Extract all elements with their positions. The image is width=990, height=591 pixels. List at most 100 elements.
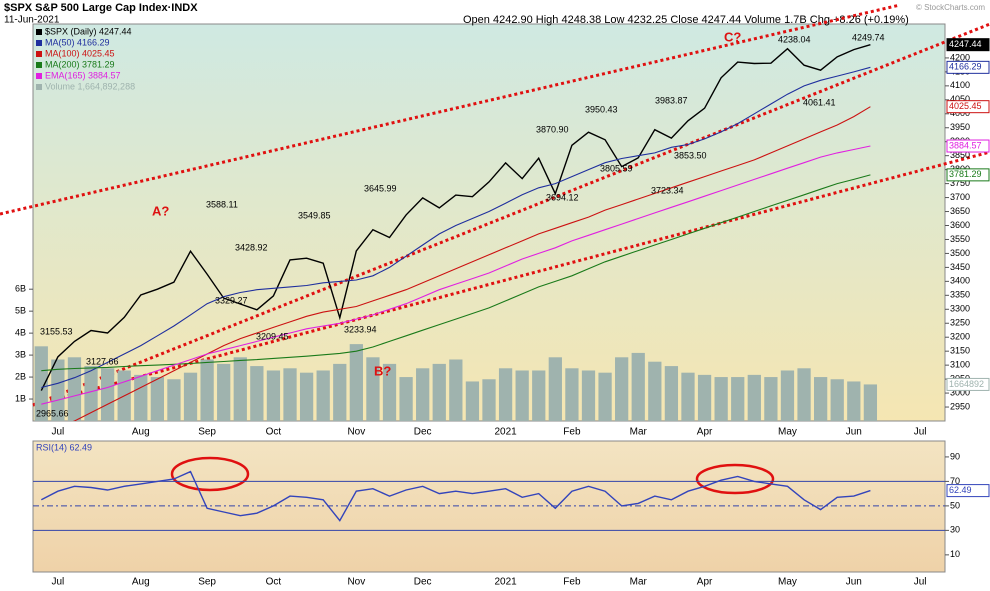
date: 11-Jun-2021 [4,15,60,26]
y-tick-label: 3100 [950,360,970,370]
volume-bar [432,363,446,421]
legend-entry: MA(200) 3781.29 [45,59,115,69]
volume-bar [67,357,82,421]
annotation: 3645.99 [364,183,397,193]
y-tick-label: 3000 [950,387,970,397]
volume-bar [250,366,264,421]
volume-bar [681,372,695,421]
y-tick-label: 3350 [950,290,970,300]
legend-entry: MA(100) 4025.45 [45,48,115,58]
y-tick-label: 10 [950,549,960,559]
x-tick-label: May [778,427,797,438]
annotation: A? [152,203,169,218]
y2-tick-label: 2B [15,371,26,381]
x-tick-label: Aug [132,427,150,438]
volume-bar [150,377,164,421]
axis-badge-box [946,139,990,153]
axis-badge: 3884.57 [949,140,982,150]
y-tick-label: 50 [950,500,960,510]
volume-bar [847,381,861,421]
chart-title: $SPX S&P 500 Large Cap Index·INDX [4,2,198,14]
annotation: 3870.90 [536,124,569,134]
volume-bar [200,359,214,421]
axis-badge-box [946,60,990,74]
y2-tick-label: 3B [15,349,26,359]
x-tick-label: Sep [198,427,216,438]
axis-badge: 4247.44 [949,39,982,49]
axis-badge: 4025.45 [949,101,982,111]
volume-bar [333,363,347,421]
y2-tick-label: 5B [15,306,26,316]
volume-bar [830,379,844,421]
x-tick-label: Mar [630,427,648,438]
annotation: 4249.74 [852,32,885,42]
volume-bar [615,357,629,421]
volume-bar [565,368,579,421]
volume-bar [648,361,662,421]
legend-swatch [36,62,42,68]
x-tick-label: Feb [563,427,581,438]
legend-swatch [36,73,42,79]
axis-badge-box [946,100,990,114]
price-panel [32,23,946,422]
volume-bar [366,357,380,421]
volume-bar [465,381,480,421]
volume-bar [84,366,98,421]
x-tick-label: Dec [414,427,432,438]
y-tick-label: 3450 [950,262,970,272]
annotation: 3549.85 [298,210,331,220]
x-tick-label: Apr [697,427,713,438]
annotation: 3428.92 [235,242,268,252]
axis-badge-box [946,377,990,391]
legend-entry: EMA(165) 3884.57 [45,70,121,80]
x-tick-label: Feb [563,577,581,588]
axis-badge-box [946,38,990,52]
y-tick-label: 3700 [950,192,970,202]
volume-bar [266,370,281,421]
y-tick-label: 3950 [950,122,970,132]
y-tick-label: 2950 [950,401,970,411]
series-line [40,44,871,391]
x-tick-label: Nov [347,577,365,588]
legend-swatch [36,29,42,35]
volume-bar [183,372,198,421]
volume-bar [664,366,679,421]
volume-bar [382,363,397,421]
axis-badge-box [946,168,990,182]
volume-bar [416,368,430,421]
x-tick-label: Aug [132,577,150,588]
volume-bar [449,359,463,421]
legend-swatch [36,40,42,46]
y-tick-label: 3750 [950,178,970,188]
axis-badge-box [946,484,990,498]
volume-bar [581,370,596,421]
series-line [72,106,871,421]
y-tick-label: 4100 [950,80,970,90]
x-tick-label: Dec [414,577,432,588]
annotation: 2965.66 [36,408,69,418]
annotation: 3723.34 [651,185,684,195]
y-tick-label: 3500 [950,248,970,258]
volume-bar [797,368,811,421]
series-line [40,470,871,522]
x-tick-label: Jul [914,427,927,438]
annotation: 3588.11 [206,199,238,209]
annotation: 3329.27 [215,295,248,305]
legend-entry: MA(50) 4166.29 [45,37,110,47]
rsi-panel [32,440,946,573]
volume-bar [631,352,645,421]
volume-bar [697,374,712,421]
volume-bar [283,368,297,421]
x-tick-label: Oct [266,427,282,438]
plot-area [34,44,878,421]
y-tick-label: 3550 [950,234,970,244]
y-tick-label: 3300 [950,304,970,314]
volume-bar [51,359,65,421]
annotation: 3209.45 [256,331,289,341]
x-tick-label: Jul [51,577,64,588]
volume-bar [482,379,496,421]
axis-badge: 4166.29 [949,62,982,72]
series-line [41,174,871,372]
y2-tick-label: 4B [15,328,26,338]
watermark: © StockCharts.com [916,3,985,12]
